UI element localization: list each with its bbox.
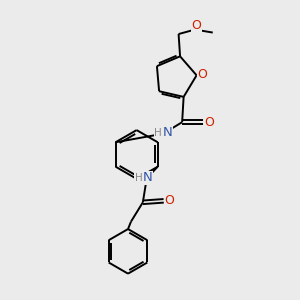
Text: O: O bbox=[191, 19, 201, 32]
Text: N: N bbox=[142, 171, 152, 184]
Text: O: O bbox=[204, 116, 214, 129]
Text: H: H bbox=[134, 173, 142, 183]
Text: O: O bbox=[198, 68, 208, 81]
Text: N: N bbox=[162, 126, 172, 139]
Text: H: H bbox=[154, 128, 162, 138]
Text: O: O bbox=[165, 194, 175, 207]
